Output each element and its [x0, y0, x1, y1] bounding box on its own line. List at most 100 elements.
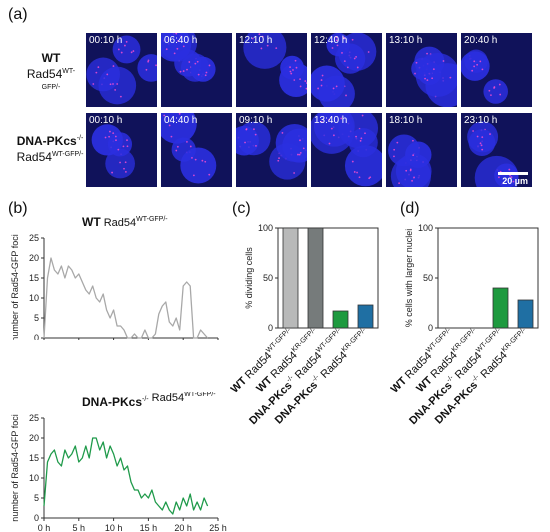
- gfp-focus: [471, 69, 474, 72]
- label-allele-sup: KR-GFP/-: [501, 326, 528, 353]
- nucleus: [236, 121, 271, 156]
- gfp-focus: [481, 148, 484, 151]
- gfp-focus: [358, 176, 361, 179]
- gfp-focus: [281, 132, 284, 134]
- gfp-focus: [182, 70, 185, 72]
- gfp-focus: [112, 83, 114, 85]
- gfp-focus: [173, 52, 176, 55]
- row-allele: Rad54: [26, 67, 63, 81]
- gfp-focus: [476, 63, 479, 66]
- gfp-focus: [299, 139, 301, 142]
- title-genotype-sup: -/-: [142, 396, 149, 403]
- gfp-focus: [412, 154, 415, 157]
- y-axis-label: % dividing cells: [244, 247, 254, 309]
- gfp-focus: [109, 130, 111, 133]
- x-tick-label: 5 h: [73, 523, 86, 532]
- cell-image: [91, 124, 135, 179]
- gfp-focus: [114, 89, 117, 91]
- timestamp-label: 12:10 h: [239, 35, 273, 46]
- gfp-focus: [360, 137, 363, 140]
- bar: [492, 287, 509, 329]
- y-tick-label: 100: [258, 223, 273, 233]
- scale-bar: [498, 172, 528, 175]
- gfp-focus: [345, 94, 347, 97]
- gfp-focus: [431, 77, 434, 80]
- gfp-focus: [304, 80, 307, 82]
- gfp-focus: [104, 136, 107, 139]
- gfp-focus: [168, 124, 171, 127]
- nucleus: [415, 52, 457, 97]
- timestamp-label: 09:10 h: [239, 115, 273, 126]
- gfp-focus: [473, 60, 476, 63]
- gfp-focus: [509, 174, 511, 177]
- gfp-focus: [116, 83, 119, 85]
- gfp-focus: [126, 145, 129, 148]
- timestamp-label: 20:40 h: [464, 35, 498, 46]
- gfp-focus: [255, 144, 257, 147]
- gfp-focus: [302, 147, 305, 150]
- gfp-focus: [299, 85, 302, 88]
- gfp-focus: [245, 128, 248, 131]
- gfp-focus: [479, 60, 482, 63]
- timestamp-label: 12:40 h: [314, 35, 348, 46]
- y-axis-label: number of Rad54-GFP foci: [10, 234, 20, 340]
- microscopy-tile: 04:40 h: [161, 113, 232, 187]
- gfp-focus: [119, 161, 121, 164]
- gfp-focus: [508, 168, 511, 171]
- gfp-focus: [108, 135, 111, 138]
- gfp-focus: [170, 135, 173, 138]
- y-tick-label: 0: [34, 333, 39, 340]
- nucleus: [98, 66, 137, 105]
- gfp-focus: [112, 132, 115, 135]
- gfp-focus: [165, 48, 168, 51]
- microscopy-tile: 09:10 h: [236, 113, 307, 187]
- x-tick-label: 10 h: [105, 523, 123, 532]
- x-tick-label: 15 h: [140, 523, 158, 532]
- nucleus: [190, 56, 216, 82]
- gfp-focus: [342, 36, 345, 39]
- bar: [357, 304, 374, 329]
- gfp-focus: [277, 159, 280, 162]
- gfp-focus: [341, 52, 343, 54]
- y-tick-label: 100: [418, 223, 433, 233]
- timestamp-label: 18:10 h: [389, 115, 423, 126]
- gfp-focus: [295, 66, 298, 69]
- nucleus: [161, 33, 198, 62]
- series-line: [43, 437, 209, 515]
- row-genotype: WT: [41, 51, 61, 65]
- gfp-focus: [112, 65, 115, 67]
- microscopy-tile: 12:40 h: [311, 33, 382, 107]
- gfp-focus: [123, 167, 125, 170]
- gfp-focus: [106, 73, 109, 76]
- bar: [307, 227, 324, 329]
- gfp-focus: [481, 136, 484, 139]
- gfp-focus: [124, 161, 127, 164]
- cell-image: [236, 121, 307, 180]
- gfp-focus: [432, 68, 435, 71]
- panel-label-c: (c): [232, 200, 251, 217]
- row-allele-sup: WT-GFP/-: [51, 151, 84, 158]
- x-tick-label: 20 h: [174, 523, 192, 532]
- gfp-focus: [498, 176, 500, 179]
- gfp-focus: [186, 141, 188, 143]
- bar: [332, 310, 349, 329]
- timestamp-label: 06:40 h: [164, 35, 198, 46]
- nucleus: [243, 33, 287, 69]
- gfp-focus: [424, 77, 426, 80]
- label-genotype-sup: -/-: [471, 373, 481, 383]
- gfp-focus: [119, 95, 122, 98]
- timestamp-label: 13:10 h: [389, 35, 423, 46]
- gfp-focus: [130, 51, 133, 54]
- gfp-focus: [124, 170, 127, 173]
- gfp-focus: [163, 114, 166, 117]
- gfp-focus: [175, 33, 178, 35]
- gfp-focus: [189, 145, 192, 148]
- gfp-focus: [114, 135, 117, 138]
- gfp-focus: [320, 79, 323, 81]
- microscopy-tile: 00:10 h: [86, 33, 157, 107]
- gfp-focus: [299, 151, 302, 154]
- cell-image: [161, 33, 216, 82]
- gfp-focus: [405, 169, 408, 172]
- y-tick-label: 10: [29, 473, 39, 483]
